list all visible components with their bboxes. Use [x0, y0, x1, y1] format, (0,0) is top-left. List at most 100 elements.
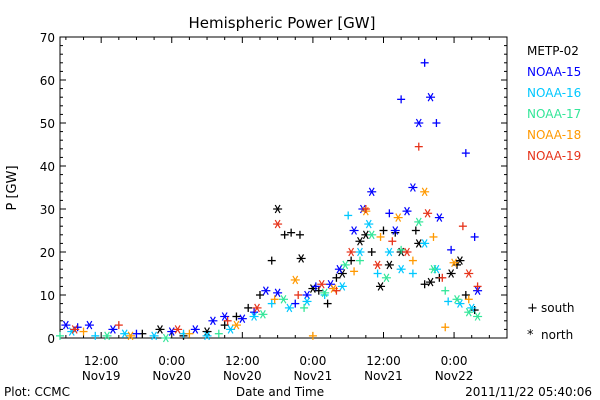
south-point — [311, 282, 320, 291]
north-point — [346, 247, 356, 257]
south-point — [408, 256, 417, 265]
north-point — [273, 204, 283, 214]
south-point — [441, 323, 450, 332]
x-axis-label: Date and Time — [236, 385, 324, 399]
south-point — [367, 248, 376, 256]
north-point — [208, 316, 218, 326]
north-point — [464, 307, 474, 317]
south-point — [447, 245, 456, 254]
x-tick-date-label: Nov20 — [152, 369, 191, 383]
north-point — [384, 260, 394, 270]
south-point — [132, 329, 141, 338]
x-tick-time-label: 12:00 — [225, 354, 260, 368]
north-point — [231, 320, 241, 330]
y-tick-label: 40 — [40, 160, 55, 174]
south-point — [267, 256, 276, 265]
south-point — [441, 286, 450, 295]
north-point — [414, 118, 424, 128]
x-tick-time-label: 12:00 — [84, 354, 119, 368]
south-point — [314, 286, 323, 295]
x-tick-date-label: Nov19 — [82, 369, 121, 383]
north-point — [302, 297, 312, 306]
y-tick-label: 50 — [40, 117, 55, 131]
north-point — [446, 269, 456, 278]
south-point — [388, 237, 397, 246]
south-point — [411, 226, 420, 235]
south-point — [291, 299, 300, 308]
north-point — [464, 269, 474, 278]
x-tick-date-label: Nov21 — [364, 369, 403, 383]
south-point — [373, 269, 382, 278]
south-point — [408, 269, 417, 278]
north-point — [384, 247, 394, 257]
y-tick-label: 60 — [40, 74, 55, 88]
x-tick-time-label: 0:00 — [441, 354, 468, 368]
north-point — [334, 264, 344, 274]
north-point — [61, 320, 71, 330]
north-point — [376, 282, 386, 291]
north-point — [237, 314, 247, 323]
y-axis-ticks: 0 10 20 30 40 50 60 70 — [40, 31, 507, 346]
north-point — [273, 219, 283, 229]
south-point — [300, 303, 309, 312]
north-point — [102, 331, 112, 341]
south-point — [56, 331, 64, 340]
north-point — [428, 264, 438, 274]
south-point — [270, 295, 279, 304]
north-point — [420, 239, 430, 248]
north-point — [452, 294, 462, 304]
south-point — [461, 291, 470, 299]
south-point — [473, 282, 482, 291]
legend: METP-02 NOAA-15 NOAA-16 NOAA-17 NOAA-18 NOAA-… — [527, 44, 581, 163]
north-point — [390, 226, 400, 235]
north-point — [420, 187, 430, 197]
north-point — [381, 273, 391, 283]
south-point — [91, 331, 100, 340]
south-point — [347, 256, 356, 265]
north-point — [258, 310, 268, 319]
x-tick-time-label: 0:00 — [158, 354, 185, 368]
south-point — [397, 95, 406, 104]
south-point — [397, 245, 406, 254]
legend-item: NOAA-15 — [527, 65, 581, 79]
x-tick-time-label: 12:00 — [366, 354, 401, 368]
south-point — [355, 256, 364, 265]
north-point — [364, 219, 374, 229]
north-point — [202, 327, 212, 336]
north-point — [393, 213, 403, 222]
north-point — [396, 264, 406, 274]
y-axis-label: P [GW] — [5, 165, 20, 210]
north-point — [261, 286, 271, 296]
legend-item: NOAA-18 — [527, 128, 581, 142]
north-point — [337, 282, 347, 291]
north-point — [126, 331, 136, 341]
marker-legend: + south * north — [527, 301, 575, 343]
south-point — [458, 222, 467, 231]
chart-title: Hemispheric Power [GW] — [189, 14, 376, 32]
north-point — [402, 247, 412, 257]
south-point — [385, 209, 394, 218]
marker-legend-symbol: + — [527, 301, 538, 316]
north-point — [320, 288, 330, 298]
south-point — [432, 119, 441, 127]
south-point — [344, 211, 353, 220]
south-point — [420, 58, 429, 67]
south-point — [438, 273, 447, 282]
north-point — [70, 325, 80, 334]
north-point — [426, 92, 436, 102]
north-point — [202, 331, 212, 341]
north-point — [402, 206, 412, 216]
north-point — [290, 275, 300, 285]
north-point — [173, 325, 183, 334]
south-point — [185, 329, 194, 338]
y-tick-label: 10 — [40, 289, 55, 303]
north-point — [473, 312, 483, 321]
south-point — [244, 303, 253, 312]
north-point — [340, 260, 350, 270]
south-point — [223, 316, 232, 325]
south-point — [294, 291, 303, 299]
south-point — [429, 232, 438, 241]
south-point — [287, 228, 296, 237]
north-point — [349, 226, 359, 235]
